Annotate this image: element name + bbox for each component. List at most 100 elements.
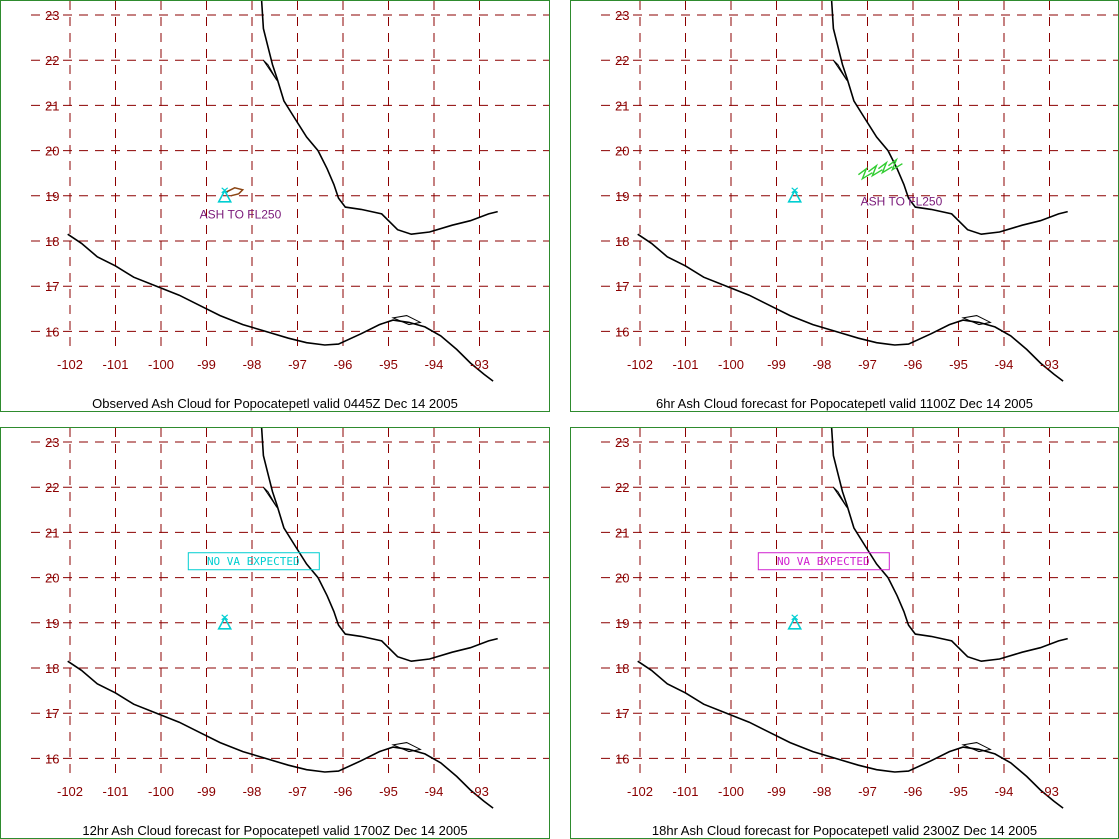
lat-tick-label: 23 [615,435,629,450]
lon-tick-label: -101 [102,357,128,372]
lon-tick-label: -94 [425,357,444,372]
ash-height-annotation: ASH TO FL250 [200,207,282,221]
plume-segment [867,163,883,178]
lon-tick-label: -95 [949,784,968,799]
lat-tick-label: 16 [45,751,59,766]
volcano-mark [221,187,229,194]
lon-tick-label: -98 [813,784,832,799]
lat-tick-label: 21 [615,98,629,113]
lat-tick-label: 17 [615,706,629,721]
lon-tick-label: -100 [718,357,744,372]
lon-tick-label: -97 [288,784,307,799]
lat-tick-label: 18 [615,661,629,676]
volcano-icon [217,614,233,630]
panel-12hr: 16 17 18 19 20 21 22 23 -102 -101 -100 -99 -98 -97 -96… [0,427,550,839]
lon-tick-label: -100 [718,784,744,799]
map-18hr: 16 17 18 19 20 21 22 23 -102 -101 -100 -99 -98 -97 -96… [601,428,1118,809]
lat-tick-label: 20 [615,144,629,159]
lat-tick-label: 23 [45,8,59,23]
lon-tick-label: -101 [672,784,698,799]
lon-tick-label: -93 [470,784,489,799]
map-12hr: 16 17 18 19 20 21 22 23 -102 -101 -100 -99 -98 -97 -96… [31,428,549,809]
lat-tick-label: 21 [45,98,59,113]
lon-tick-label: -95 [949,357,968,372]
no-va-box [187,552,320,571]
lon-tick-label: -101 [102,784,128,799]
caption-observed: Observed Ash Cloud for Popocatepetl vali… [92,396,458,411]
caption-18hr: 18hr Ash Cloud forecast for Popocatepetl… [651,823,1038,838]
lon-tick-label: -102 [57,784,83,799]
lat-tick-label: 19 [615,616,629,631]
lon-tick-label: -96 [334,784,353,799]
panel-18hr: 16 17 18 19 20 21 22 23 -102 -101 -100 -99 -98 -97 -96… [570,427,1119,839]
lat-tick-label: 20 [615,571,629,586]
pacific-coastline [67,660,494,809]
lat-tick-label: 19 [45,189,59,204]
gulf-coastline [830,1,1068,236]
lat-tick-label: 18 [45,234,59,249]
panel-observed: 16 17 18 19 20 21 22 23 -102 -101 -100 -99 -98 -97 -96… [0,0,550,412]
plume-segment [877,160,893,175]
lat-tick-label: 16 [615,324,629,339]
caption-12hr: 12hr Ash Cloud forecast for Popocatepetl… [82,823,468,838]
lat-tick-label: 21 [45,525,59,540]
lagoon-feature [391,742,422,753]
lagoon-feature [832,486,848,508]
no-va-box [757,552,890,571]
lon-tick-label: -102 [627,784,653,799]
panel-6hr: 16 17 18 19 20 21 22 23 -102 -101 -100 -99 -98 -97 -96… [570,0,1119,412]
lagoon-feature [961,742,992,753]
volcano-icon [217,187,233,203]
lat-tick-label: 19 [45,616,59,631]
lon-tick-label: -100 [148,784,174,799]
gulf-coastline [260,428,498,663]
volcano-icon [787,187,803,203]
lon-tick-label: -98 [243,784,262,799]
lon-tick-label: -97 [858,357,877,372]
lon-tick-label: -97 [288,357,307,372]
no-va-label: NO VA EXPECTED [207,555,300,568]
lat-lon-grid [31,428,549,773]
lat-tick-label: 17 [45,706,59,721]
pacific-coastline [637,660,1064,809]
lat-tick-label: 18 [615,234,629,249]
map-6hr: 16 17 18 19 20 21 22 23 -102 -101 -100 -99 -98 -97 -96… [601,1,1118,382]
ash-height-annotation: ASH TO FL250 [861,195,943,209]
lat-lon-grid [31,1,549,346]
lon-tick-label: -99 [197,357,216,372]
lagoon-feature [391,315,422,326]
ash-plume-observed [226,187,245,197]
lon-tick-label: -96 [904,784,923,799]
volcano-triangle [787,189,803,203]
volcano-triangle [217,189,233,203]
lat-tick-label: 19 [615,189,629,204]
lat-tick-label: 21 [615,525,629,540]
lon-tick-label: -97 [858,784,877,799]
lagoon-feature [832,59,848,81]
lon-tick-label: -102 [57,357,83,372]
lon-tick-label: -99 [767,784,786,799]
volcano-mark [791,614,799,621]
lon-tick-label: -100 [148,357,174,372]
caption-6hr: 6hr Ash Cloud forecast for Popocatepetl … [656,396,1033,411]
pacific-coastline [67,233,494,382]
lat-tick-label: 20 [45,144,59,159]
lat-lon-grid [601,428,1118,773]
lat-tick-label: 20 [45,571,59,586]
lat-lon-grid [601,1,1118,346]
lon-tick-label: -99 [197,784,216,799]
plume-segment [857,166,873,181]
volcano-mark [791,187,799,194]
lat-tick-label: 22 [615,480,629,495]
lon-tick-label: -94 [995,784,1014,799]
lat-tick-label: 18 [45,661,59,676]
lagoon-feature [262,486,278,508]
lon-tick-label: -98 [813,357,832,372]
lat-tick-label: 22 [615,53,629,68]
volcano-triangle [217,616,233,630]
lat-tick-label: 16 [615,751,629,766]
map-observed: 16 17 18 19 20 21 22 23 -102 -101 -100 -99 -98 -97 -96… [31,1,549,382]
lat-tick-label: 17 [45,279,59,294]
lon-tick-label: -102 [627,357,653,372]
lon-tick-label: -96 [334,357,353,372]
